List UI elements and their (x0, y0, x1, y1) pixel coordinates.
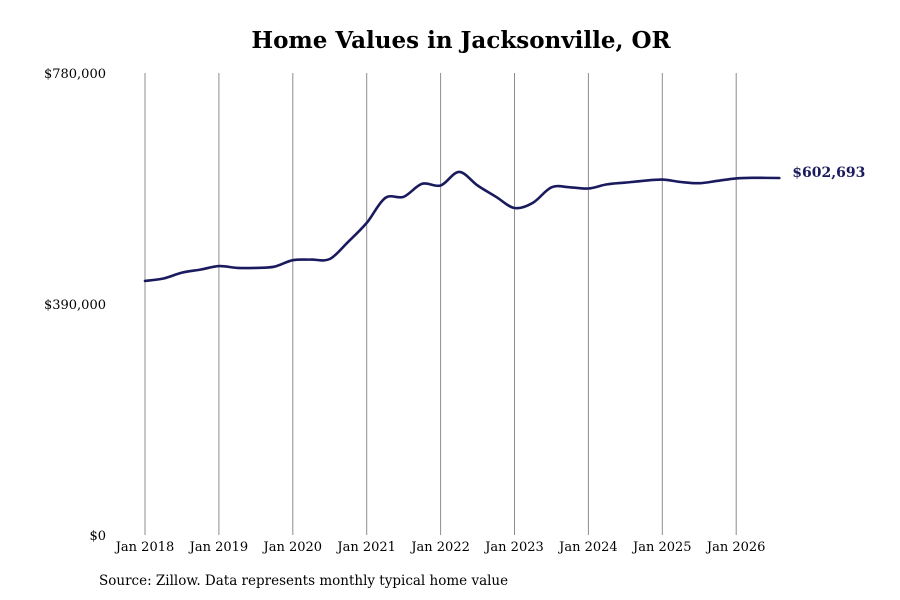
end-value-label: $602,693 (792, 165, 865, 181)
y-tick-label: $390,000 (44, 298, 106, 313)
y-tick-label: $780,000 (44, 67, 106, 82)
x-tick-label: Jan 2025 (631, 540, 692, 555)
x-tick-label: Jan 2018 (114, 540, 175, 555)
x-tick-label: Jan 2022 (409, 540, 470, 555)
x-tick-label: Jan 2019 (188, 540, 249, 555)
x-tick-label: Jan 2024 (557, 540, 618, 555)
labels: $602,693 (792, 165, 865, 181)
x-tick-label: Jan 2023 (483, 540, 544, 555)
source-note: Source: Zillow. Data represents monthly … (99, 573, 509, 589)
x-tick-label: Jan 2026 (705, 540, 766, 555)
gridlines (144, 73, 737, 535)
series-line (143, 170, 781, 283)
series-layer (143, 170, 781, 283)
chart-title: Home Values in Jacksonville, OR (251, 27, 671, 54)
x-tick-label: Jan 2021 (335, 540, 396, 555)
x-tick-label: Jan 2020 (262, 540, 323, 555)
y-tick-label: $0 (89, 529, 106, 544)
axes: Jan 2018 Jan 2019 Jan 2020 Jan 2021 Jan 2022… (44, 67, 766, 555)
